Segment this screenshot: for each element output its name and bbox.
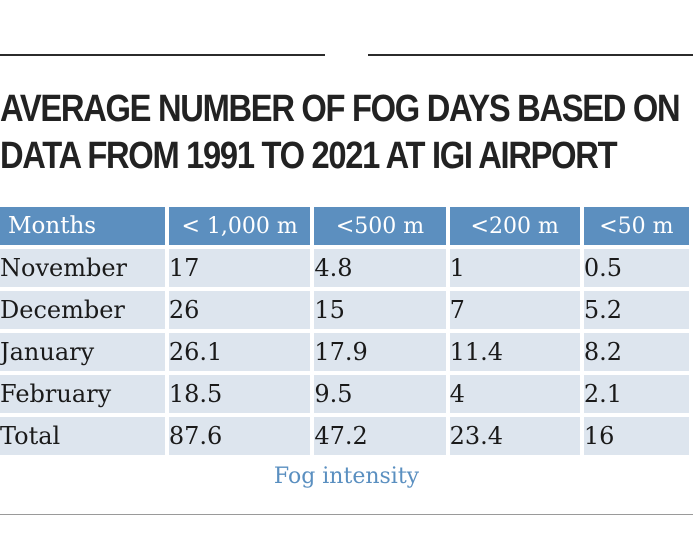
total-value-cell: 47.2 [314, 417, 446, 455]
chart-title: AVERAGE NUMBER OF FOG DAYS BASED ON DATA… [0, 86, 681, 180]
month-cell: November [0, 249, 165, 287]
table-row: January 26.1 17.9 11.4 8.2 [0, 333, 689, 371]
fog-days-table: Months < 1,000 m <500 m <200 m <50 m Nov… [0, 203, 693, 459]
total-label-cell: Total [0, 417, 165, 455]
column-header-500m: <500 m [314, 207, 446, 245]
value-cell: 1 [449, 249, 580, 287]
value-cell: 15 [314, 291, 446, 329]
month-cell: December [0, 291, 165, 329]
month-cell: February [0, 375, 165, 413]
value-cell: 7 [449, 291, 580, 329]
value-cell: 5.2 [583, 291, 689, 329]
top-rule-left [0, 54, 325, 56]
month-cell: January [0, 333, 165, 371]
total-value-cell: 16 [583, 417, 689, 455]
value-cell: 26.1 [168, 333, 311, 371]
column-header-1000m: < 1,000 m [168, 207, 311, 245]
value-cell: 4 [449, 375, 580, 413]
value-cell: 17 [168, 249, 311, 287]
title-line-1: AVERAGE NUMBER OF FOG DAYS BASED ON [0, 88, 681, 130]
column-header-200m: <200 m [449, 207, 580, 245]
value-cell: 18.5 [168, 375, 311, 413]
value-cell: 4.8 [314, 249, 446, 287]
total-value-cell: 23.4 [449, 417, 580, 455]
table-row: December 26 15 7 5.2 [0, 291, 689, 329]
top-rule-right [368, 54, 693, 56]
value-cell: 8.2 [583, 333, 689, 371]
title-line-2: DATA FROM 1991 TO 2021 AT IGI AIRPORT [0, 135, 618, 177]
total-value-cell: 87.6 [168, 417, 311, 455]
value-cell: 2.1 [583, 375, 689, 413]
column-header-50m: <50 m [583, 207, 689, 245]
value-cell: 9.5 [314, 375, 446, 413]
value-cell: 26 [168, 291, 311, 329]
value-cell: 17.9 [314, 333, 446, 371]
value-cell: 0.5 [583, 249, 689, 287]
table-row-total: Total 87.6 47.2 23.4 16 [0, 417, 689, 455]
header-row: Months < 1,000 m <500 m <200 m <50 m [0, 207, 689, 245]
table-row: February 18.5 9.5 4 2.1 [0, 375, 689, 413]
bottom-rule [0, 514, 693, 515]
table-caption: Fog intensity [273, 464, 420, 489]
table-row: November 17 4.8 1 0.5 [0, 249, 689, 287]
column-header-months: Months [0, 207, 165, 245]
value-cell: 11.4 [449, 333, 580, 371]
